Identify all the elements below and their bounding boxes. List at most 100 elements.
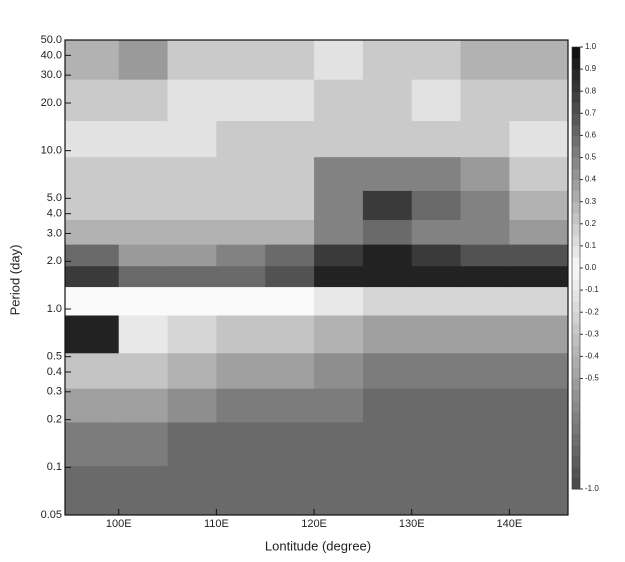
heat-cell [265, 465, 315, 516]
colorbar-tick-label: -0.5 [585, 374, 599, 383]
heat-cell [118, 352, 169, 389]
heat-cell [216, 190, 266, 221]
heat-cell [167, 190, 217, 221]
heat-cell [167, 156, 217, 191]
colorbar-tick-label: 0.8 [585, 86, 597, 95]
heat-cell [167, 388, 217, 423]
heat-cell [509, 244, 569, 267]
heat-cell [411, 388, 462, 423]
heat-cell [460, 421, 510, 467]
heat-cell [65, 286, 120, 316]
colorbar-tick-label: 0.0 [585, 263, 597, 272]
colorbar-segment [572, 433, 580, 446]
heat-cell [460, 388, 510, 423]
heat-cell [167, 286, 217, 316]
heat-cell [460, 190, 510, 221]
heat-cell [216, 352, 266, 389]
heat-cell [118, 190, 169, 221]
heat-cell [314, 79, 364, 122]
x-tick-label: 140E [497, 518, 523, 530]
heat-cell [167, 40, 217, 80]
heat-cell [265, 219, 315, 245]
heat-cell [314, 190, 364, 221]
colorbar-tick-label: 0.1 [585, 241, 597, 250]
colorbar-tick-label: 0.6 [585, 131, 597, 140]
colorbar-segment [572, 378, 580, 391]
heat-cell [216, 465, 266, 516]
x-tick-label: 110E [204, 518, 229, 530]
heat-cell [265, 190, 315, 221]
heat-cell [509, 286, 569, 316]
heat-cell [362, 265, 413, 288]
colorbar-segment [572, 323, 580, 335]
colorbar-tick-label: -0.3 [585, 329, 599, 338]
heat-cell [65, 388, 120, 423]
heat-cell [314, 388, 364, 423]
colorbar-tick-label: 0.5 [585, 153, 597, 162]
heat-cell [65, 314, 120, 354]
heat-cell [65, 421, 120, 467]
heat-cell [362, 314, 413, 354]
heat-cell [362, 79, 413, 122]
heat-cell [411, 314, 462, 354]
heat-cell [411, 120, 462, 158]
colorbar-segment [572, 102, 580, 114]
heat-cell [362, 352, 413, 389]
colorbar-segment [572, 256, 580, 269]
y-tick-label: 5.0 [47, 192, 62, 204]
heat-cell [265, 120, 315, 158]
heat-cell [65, 352, 120, 389]
y-tick-label: 50.0 [41, 34, 62, 46]
heat-cell [362, 40, 413, 80]
heat-cell [118, 265, 169, 288]
heat-cell [118, 79, 169, 122]
heat-cell [411, 40, 462, 80]
heat-cell [118, 388, 169, 423]
colorbar-segment [572, 212, 580, 225]
colorbar-segment [572, 279, 580, 291]
colorbar-tick-label: -0.1 [585, 285, 599, 294]
heat-cell [265, 79, 315, 122]
heat-cell [118, 421, 169, 467]
heat-cell [509, 314, 569, 354]
colorbar-segment [572, 455, 580, 468]
heat-cell [167, 265, 217, 288]
heat-cell [216, 156, 266, 191]
heat-cell [265, 314, 315, 354]
heat-cell [216, 265, 266, 288]
heat-cell [460, 219, 510, 245]
heat-cell [216, 314, 266, 354]
heat-cell [460, 286, 510, 316]
heat-cell [411, 190, 462, 221]
heat-cell [460, 40, 510, 80]
colorbar-segment [572, 201, 580, 214]
heat-cell [460, 265, 510, 288]
heat-cell [167, 120, 217, 158]
heat-cell [509, 388, 569, 423]
heat-cell [216, 40, 266, 80]
heat-cell [314, 156, 364, 191]
heat-cell [411, 265, 462, 288]
colorbar-segment [572, 422, 580, 435]
heat-cell [509, 40, 569, 80]
heat-cell [65, 40, 120, 80]
heat-cell [460, 120, 510, 158]
heat-cell [314, 120, 364, 158]
heat-cell [411, 79, 462, 122]
colorbar-segment [572, 312, 580, 324]
colorbar-segment [572, 223, 580, 236]
heat-cell [509, 352, 569, 389]
heat-cell [65, 156, 120, 191]
colorbar-segment [572, 411, 580, 424]
heat-cell [411, 465, 462, 516]
heat-cell [411, 421, 462, 467]
y-tick-label: 40.0 [41, 49, 62, 61]
y-tick-label: 10.0 [41, 145, 62, 157]
heat-cell [460, 352, 510, 389]
y-tick-label: 2.0 [47, 255, 62, 267]
y-axis-title: Period (day) [7, 245, 22, 316]
colorbar-segment [572, 58, 580, 70]
heat-cell [314, 286, 364, 316]
colorbar-segment [572, 146, 580, 158]
